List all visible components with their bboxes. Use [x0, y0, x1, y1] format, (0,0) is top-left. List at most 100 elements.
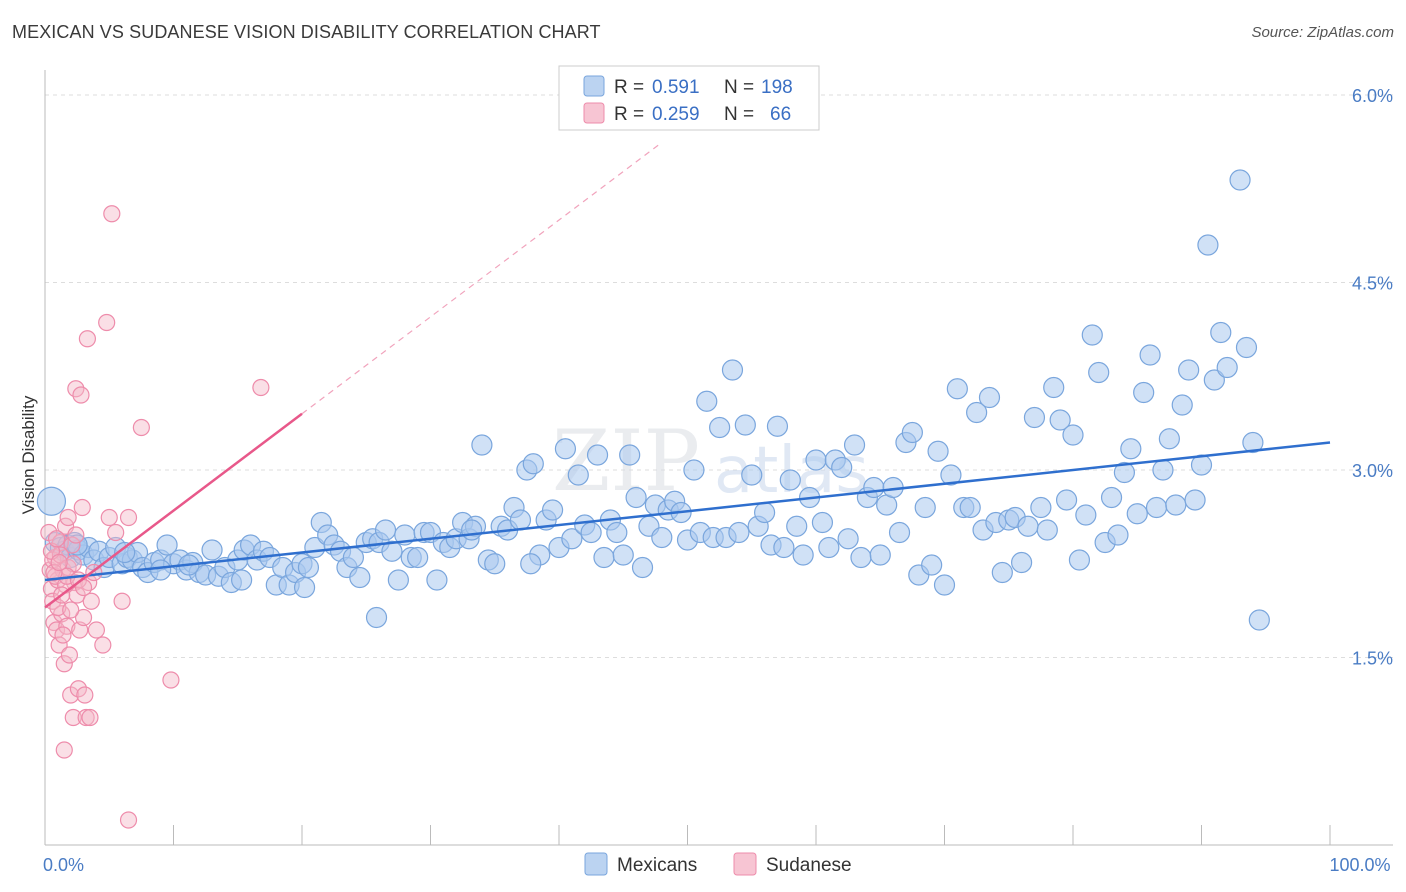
sudanese-point	[59, 508, 77, 527]
sudanese-point	[63, 536, 81, 554]
mexicans-point	[1017, 515, 1039, 537]
sudanese-point	[58, 617, 76, 635]
mexicans-point	[921, 554, 943, 576]
sudanese-point	[78, 330, 97, 348]
legend-n-value-2: 66	[770, 104, 791, 125]
mexicans-point	[1248, 609, 1270, 631]
mexicans-point	[554, 438, 577, 460]
legend-swatch-sudanese	[583, 102, 605, 124]
mexicans-point	[426, 569, 448, 591]
sudanese-point	[81, 708, 99, 727]
mexicans-point	[1126, 503, 1148, 525]
mexicans-point	[293, 576, 316, 599]
mexicans-point	[991, 561, 1013, 584]
mexicans-point	[1235, 336, 1258, 359]
sudanese-point	[77, 708, 95, 727]
mexicans-point	[850, 546, 872, 569]
mexicans-point	[728, 521, 750, 544]
mexicans-point	[1171, 394, 1193, 416]
x-tick-label: 100.0%	[1329, 855, 1390, 875]
mexicans-point	[625, 486, 647, 509]
mexicans-point	[1088, 361, 1110, 384]
mexicans-point	[773, 536, 795, 559]
mexicans-point	[580, 521, 602, 544]
bottom-legend-label-sudanese: Sudanese	[766, 855, 852, 876]
sudanese-point	[50, 553, 68, 572]
sudanese-point	[162, 671, 180, 689]
sudanese-point	[119, 811, 138, 829]
mexicans-point	[114, 541, 136, 564]
legend-swatch-mexicans	[583, 75, 605, 97]
mexicans-point	[156, 534, 178, 556]
mexicans-point	[1055, 489, 1078, 511]
mexicans-point	[888, 521, 911, 544]
mexicans-point	[959, 496, 981, 519]
mexicans-point	[818, 536, 840, 559]
mexicans-point	[150, 559, 172, 581]
mexicans-point	[231, 569, 253, 591]
mexicans-point	[606, 521, 628, 544]
mexicans-point	[792, 544, 814, 566]
sudanese-point	[54, 626, 72, 644]
mexicans-point	[297, 556, 320, 579]
mexicans-point	[349, 566, 371, 589]
sudanese-point	[103, 205, 121, 223]
mexicans-point	[561, 528, 583, 550]
y-axis-label: Vision Disability	[19, 395, 38, 514]
mexicans-point	[940, 464, 962, 486]
mexicans-point	[805, 449, 827, 471]
mexicans-point	[1062, 424, 1084, 446]
sudanese-points	[40, 205, 270, 829]
mexicans-point	[631, 556, 654, 579]
mexicans-point	[374, 519, 397, 541]
legend-n-label-1: N =	[724, 77, 754, 98]
mexicans-points	[36, 169, 1270, 631]
mexicans-point	[786, 515, 808, 537]
y-tick-label: 4.5%	[1352, 274, 1393, 294]
mexicans-point	[471, 434, 493, 456]
mexicans-point	[933, 574, 956, 596]
mexicans-point	[1216, 356, 1238, 379]
mexicans-point	[843, 434, 866, 456]
y-tick-label: 1.5%	[1352, 649, 1393, 669]
mexicans-point	[1203, 369, 1225, 391]
mexicans-point	[683, 459, 705, 481]
sudanese-trend-extension	[301, 142, 663, 415]
mexicans-point	[734, 414, 756, 436]
mexicans-point	[1178, 359, 1200, 381]
sudanese-point	[47, 530, 66, 548]
sudanese-point	[62, 601, 80, 619]
sudanese-point	[73, 498, 91, 517]
mexicans-point	[619, 444, 641, 466]
mexicans-point	[901, 421, 923, 444]
mexicans-point	[407, 546, 429, 569]
mexicans-point	[1133, 381, 1155, 404]
mexicans-point	[1075, 504, 1097, 526]
bottom-legend-swatch-mexicans	[584, 852, 608, 876]
sudanese-point	[67, 526, 85, 544]
x-tick-label: 0.0%	[43, 855, 84, 875]
mexicans-point	[1107, 524, 1129, 546]
bottom-legend: Mexicans Sudanese	[584, 852, 852, 876]
mexicans-point	[696, 390, 718, 412]
mexicans-point	[966, 401, 988, 424]
mexicans-point	[869, 544, 891, 566]
mexicans-point	[567, 464, 589, 486]
mexicans-point	[541, 499, 564, 521]
chart-title: MEXICAN VS SUDANESE VISION DISABILITY CO…	[12, 22, 601, 42]
mexicans-point	[779, 469, 801, 491]
mexicans-point	[1158, 428, 1180, 450]
legend-r-value-1: 0.591	[652, 77, 700, 98]
mexicans-point	[520, 553, 542, 575]
mexicans-point	[612, 544, 634, 566]
sudanese-point	[60, 646, 79, 664]
sudanese-point	[74, 608, 93, 627]
sudanese-point	[98, 313, 116, 332]
mexicans-point	[1010, 551, 1033, 574]
mexicans-point	[1145, 496, 1168, 519]
source-credit: Source: ZipAtlas.com	[1251, 24, 1394, 41]
mexicans-point	[509, 509, 532, 531]
legend-r-label-1: R =	[614, 77, 644, 98]
mexicans-point	[914, 496, 936, 519]
